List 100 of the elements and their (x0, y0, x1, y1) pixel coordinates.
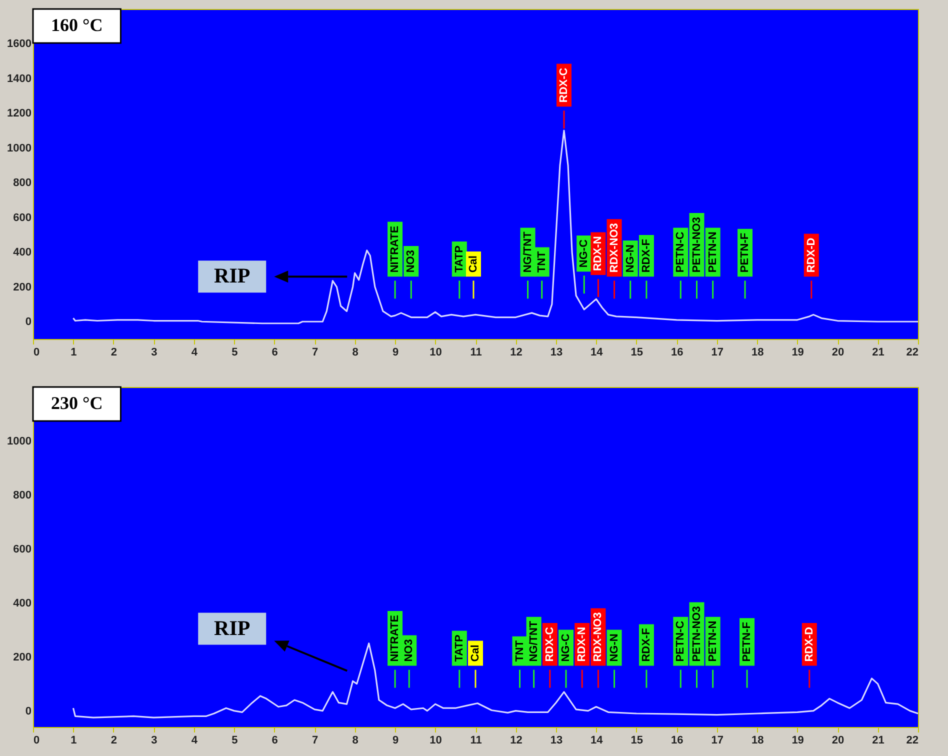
x-tick-label: 22 (906, 346, 918, 358)
x-tick-label: 19 (792, 734, 804, 746)
ref-line-label: NITRATE (389, 614, 402, 662)
ref-line-label: PETN-N (706, 620, 719, 662)
x-tick-label: 15 (630, 734, 644, 746)
y-tick-label: 200 (13, 281, 32, 294)
ref-line-label: RDX-N (576, 626, 588, 662)
x-tick-label: 8 (352, 734, 358, 746)
ref-line-label: TATP (453, 246, 466, 273)
x-tick-label: 10 (430, 346, 442, 358)
ref-line-label: NG/TNT (528, 620, 540, 662)
y-tick-label: 400 (13, 597, 32, 610)
x-tick-label: 4 (191, 346, 198, 358)
line-series (72, 130, 919, 324)
ref-line-label: NITRATE (389, 226, 402, 273)
x-tick-label: 1 (70, 734, 77, 746)
ref-line-label: RDX-NO3 (608, 223, 620, 273)
ref-line-label: NG-N (608, 634, 620, 662)
x-tick-label: 9 (392, 346, 399, 358)
x-tick-label: 16 (671, 734, 684, 746)
x-tick-label: 20 (832, 346, 844, 358)
ref-line-label: NG-C (578, 239, 590, 268)
x-tick-label: 15 (630, 346, 644, 358)
annotation: RIP (214, 264, 250, 288)
y-tick-label: 400 (13, 246, 32, 259)
ref-line-label: PETN-NO3 (690, 606, 703, 662)
x-tick-label: 10 (430, 734, 442, 746)
y-tick-label: 1000 (7, 142, 32, 154)
x-tick-label: 8 (352, 346, 358, 358)
ref-line-label: TNT (536, 250, 548, 273)
ref-line-label: RDX-NO3 (592, 612, 604, 662)
chart-title: 160 °C (51, 15, 103, 35)
y-tick-label: 1600 (7, 38, 32, 50)
ref-line-label: NG-C (560, 634, 572, 662)
x-tick-label: 13 (550, 734, 563, 746)
ref-line-label: PETN-F (739, 232, 752, 273)
ref-line-label: RDX-F (640, 628, 652, 662)
x-tick-label: 11 (470, 346, 482, 358)
y-tick-label: 1000 (7, 435, 32, 448)
y-tick-label: 600 (13, 543, 32, 556)
y-tick-label: 1200 (7, 108, 32, 120)
y-tick-label: 800 (13, 489, 32, 502)
x-tick-label: 14 (590, 734, 604, 746)
x-tick-label: 17 (711, 346, 724, 358)
ref-line-label: PETN-C (674, 620, 687, 662)
y-tick-label: 600 (13, 212, 32, 224)
x-tick-label: 19 (792, 346, 804, 358)
x-tick-label: 18 (751, 346, 764, 358)
x-tick-label: 13 (550, 346, 563, 358)
y-tick-label: 1400 (7, 72, 32, 85)
y-tick-label: 200 (13, 651, 32, 664)
ref-line-label: NO3 (403, 639, 416, 662)
ref-line-label: RDX-C (558, 68, 570, 103)
ref-line-label: RDX-D (803, 626, 816, 662)
y-tick-label: 0 (25, 705, 32, 718)
x-tick-label: 5 (232, 346, 238, 358)
x-tick-label: 9 (392, 734, 399, 746)
x-tick-label: 18 (751, 734, 764, 746)
x-tick-label: 12 (510, 734, 522, 746)
chart-title: 230 °C (51, 393, 103, 413)
ref-line-label: RDX-N (592, 236, 604, 272)
x-tick-label: 21 (872, 346, 884, 358)
ref-line-label: NO3 (405, 250, 418, 273)
x-tick-label: 2 (110, 734, 118, 746)
x-tick-label: 20 (832, 734, 844, 746)
x-tick-label: 22 (906, 734, 918, 746)
ref-line-label: PETN-F (741, 622, 754, 662)
x-tick-label: 12 (510, 346, 522, 358)
ref-line-label: PETN-C (674, 232, 687, 273)
ref-line-label: Cal (467, 256, 480, 273)
x-tick-label: 1 (70, 346, 77, 358)
x-tick-label: 16 (671, 346, 684, 358)
ref-line-label: Cal (470, 644, 482, 662)
y-tick-label: 0 (25, 316, 32, 328)
x-tick-label: 4 (191, 734, 198, 746)
x-tick-label: 6 (272, 734, 278, 746)
ref-line-label: NG-N (624, 244, 636, 273)
x-tick-label: 17 (711, 734, 724, 746)
ref-line-label: PETN-N (706, 232, 719, 273)
ref-line-label: TATP (453, 634, 466, 662)
x-tick-label: 21 (872, 734, 884, 746)
x-tick-label: 3 (151, 346, 158, 358)
x-tick-label: 7 (312, 734, 318, 746)
ref-line-label: RDX-F (640, 238, 652, 273)
y-tick-label: 800 (13, 177, 32, 190)
ref-line-label: RDX-D (805, 238, 818, 273)
ref-line-label: NG/TNT (522, 231, 534, 273)
x-tick-label: 0 (34, 346, 40, 358)
x-tick-label: 6 (272, 346, 278, 358)
ref-line-label: RDX-C (544, 626, 556, 662)
x-tick-label: 3 (151, 734, 158, 746)
x-tick-label: 0 (34, 734, 40, 746)
x-tick-label: 5 (232, 734, 238, 746)
x-tick-label: 2 (110, 346, 118, 358)
annotation: RIP (214, 616, 250, 640)
ref-line-label: PETN-NO3 (690, 217, 703, 273)
x-tick-label: 14 (590, 346, 604, 358)
x-tick-label: 11 (470, 734, 482, 746)
ref-line-label: TNT (514, 640, 526, 662)
x-tick-label: 7 (312, 346, 318, 358)
